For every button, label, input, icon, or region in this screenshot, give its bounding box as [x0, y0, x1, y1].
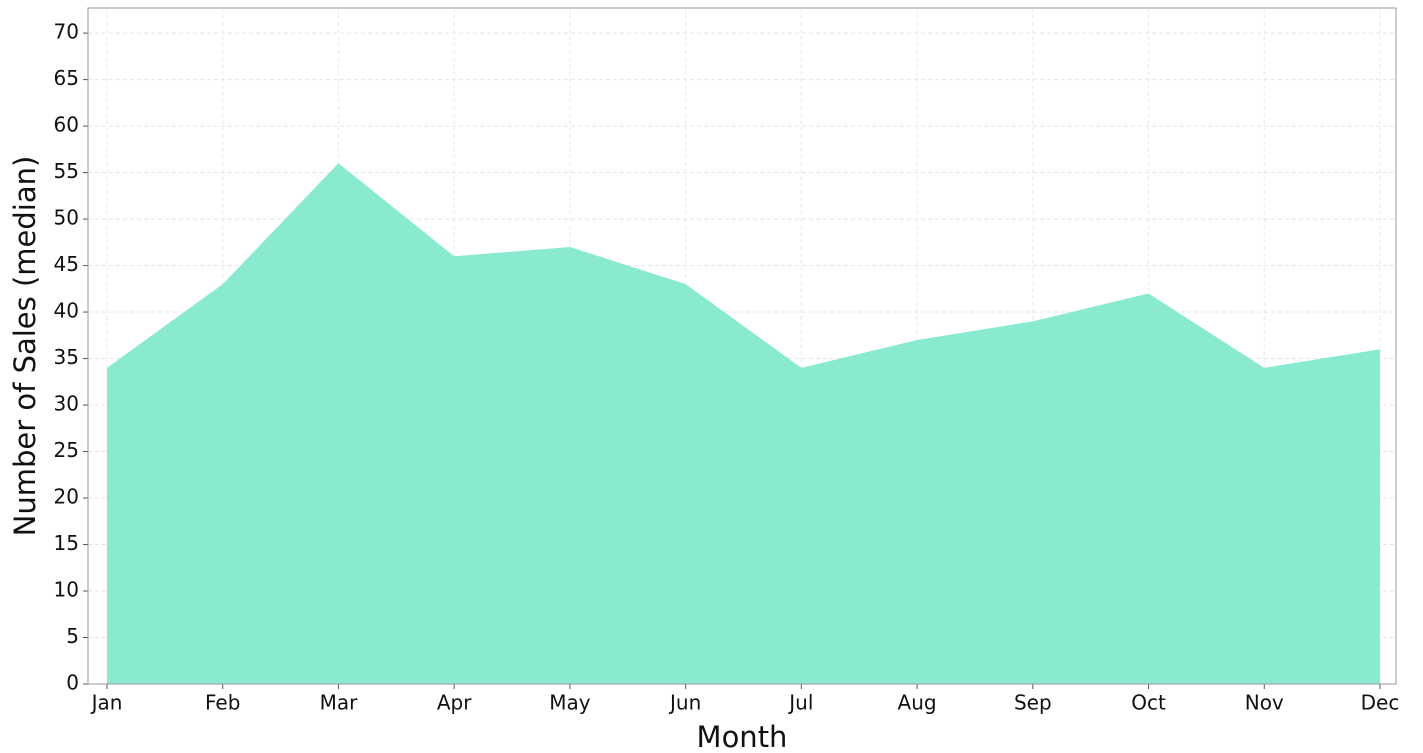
x-tick-label: Jan: [90, 691, 123, 715]
y-tick-label: 65: [54, 66, 79, 90]
y-tick-label: 15: [54, 531, 79, 555]
x-tick-label: Sep: [1014, 691, 1052, 715]
y-tick-label: 35: [54, 345, 79, 369]
y-tick-label: 50: [54, 206, 79, 230]
x-tick-label: Oct: [1131, 691, 1166, 715]
y-tick-label: 30: [54, 392, 79, 416]
x-tick-label: Feb: [205, 691, 240, 715]
y-tick-label: 0: [66, 671, 79, 695]
y-tick-label: 70: [54, 20, 79, 44]
y-tick-label: 20: [54, 485, 79, 509]
x-tick-label: May: [549, 691, 591, 715]
x-axis-label: Month: [697, 720, 788, 753]
y-tick-label: 45: [54, 252, 79, 276]
plot-frame: [87, 7, 1397, 685]
x-tick-label: Dec: [1361, 691, 1400, 715]
x-tick-label: Jun: [668, 691, 701, 715]
x-tick-label: Aug: [898, 691, 937, 715]
y-tick-label: 5: [66, 624, 79, 648]
x-tick-label: Mar: [320, 691, 359, 715]
y-tick-label: 25: [54, 438, 79, 462]
x-tick-label: Nov: [1245, 691, 1284, 715]
y-axis-label: Number of Sales (median): [8, 156, 42, 537]
x-tick-label: Apr: [437, 691, 472, 715]
y-tick-label: 60: [54, 113, 79, 137]
x-tick-label: Jul: [787, 691, 813, 715]
y-tick-label: 10: [54, 578, 79, 602]
area: [107, 163, 1380, 684]
y-tick-label: 55: [54, 159, 79, 183]
y-tick-label: 40: [54, 299, 79, 323]
